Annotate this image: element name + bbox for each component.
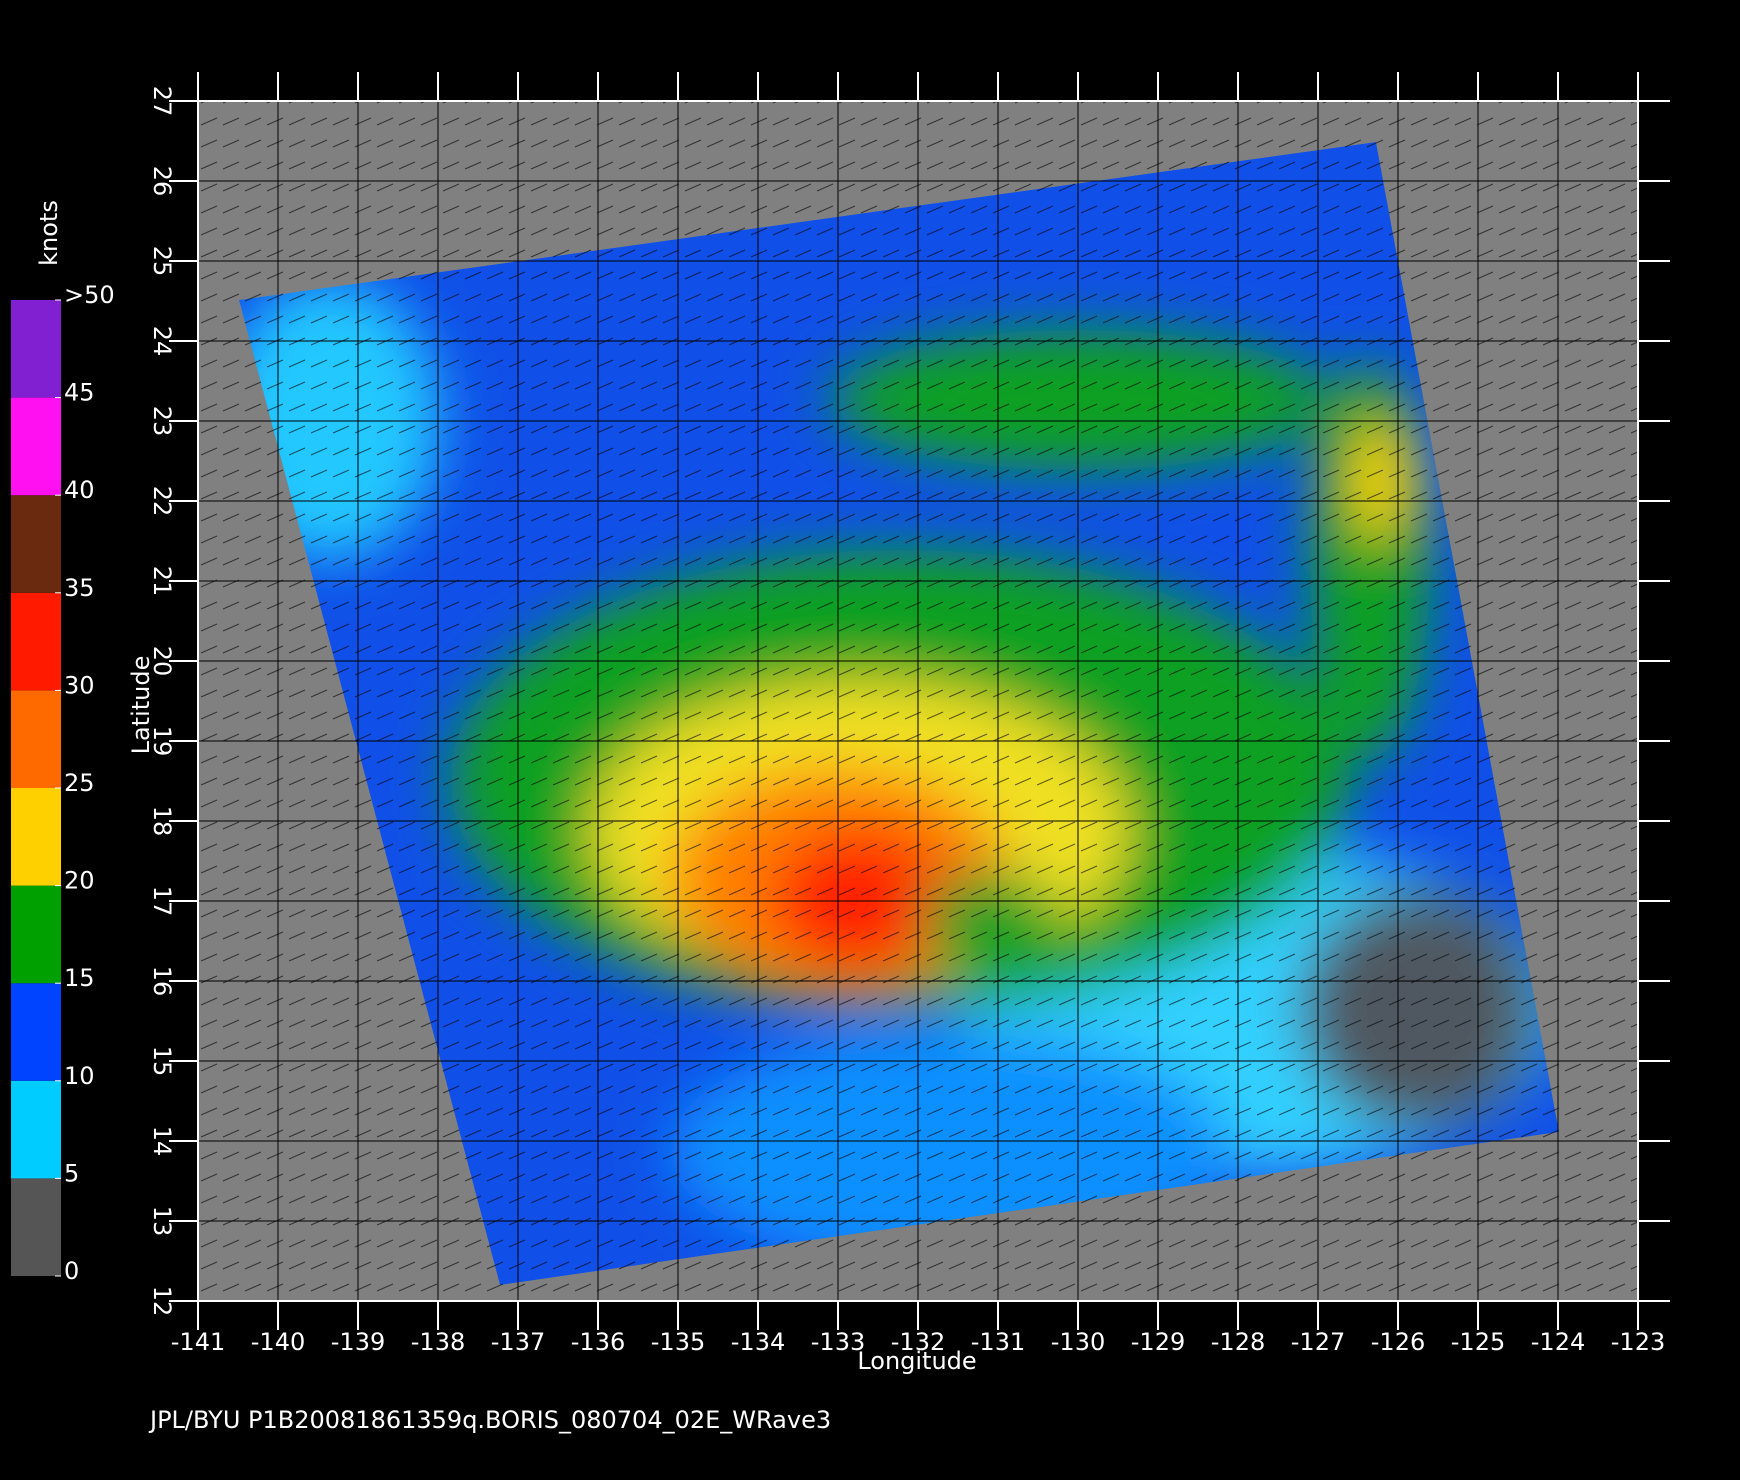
y-tick-label: 18	[148, 806, 176, 837]
y-tick-label: 12	[148, 1286, 176, 1317]
plot-frame	[197, 100, 1639, 1302]
colorbar-tick-label: 15	[64, 964, 95, 992]
x-tick-label: -128	[1211, 1328, 1265, 1356]
x-tick-label: -136	[571, 1328, 625, 1356]
x-tick-label: -138	[411, 1328, 465, 1356]
colorbar-tick-label: 5	[64, 1159, 79, 1187]
colorbar-tick-label: 20	[64, 867, 95, 895]
x-tick-label: -140	[251, 1328, 305, 1356]
y-tick-label: 20	[148, 646, 176, 677]
x-tick-label: -131	[971, 1328, 1025, 1356]
y-tick-label: 25	[148, 246, 176, 277]
colorbar-band	[11, 983, 61, 1081]
x-tick-label: -137	[491, 1328, 545, 1356]
x-tick-label: -123	[1611, 1328, 1665, 1356]
x-tick-label: -124	[1531, 1328, 1585, 1356]
y-tick-label: 15	[148, 1046, 176, 1077]
x-tick-label: -127	[1291, 1328, 1345, 1356]
y-tick-label: 16	[148, 966, 176, 997]
colorbar-band	[11, 690, 61, 788]
y-tick-label: 27	[148, 86, 176, 117]
y-tick-label: 23	[148, 406, 176, 437]
x-tick-label: -134	[731, 1328, 785, 1356]
colorbar-band	[11, 885, 61, 984]
colorbar-band	[11, 592, 61, 691]
x-tick-label: -129	[1131, 1328, 1185, 1356]
x-tick-label: -135	[651, 1328, 705, 1356]
colorbar-tick-label: 25	[64, 769, 95, 797]
y-tick-label: 13	[148, 1206, 176, 1237]
colorbar-label: knots	[35, 200, 63, 266]
colorbar-tick-label: 45	[64, 379, 95, 407]
colorbar-band	[11, 397, 61, 496]
x-tick-label: -133	[811, 1328, 865, 1356]
colorbar-band	[11, 1178, 61, 1276]
x-axis-label: Longitude	[857, 1347, 976, 1375]
colorbar-band	[11, 1080, 61, 1179]
colorbar-tick-label: 10	[64, 1062, 95, 1090]
colorbar-band	[11, 788, 61, 886]
colorbar-band	[11, 300, 61, 398]
colorbar-band	[11, 495, 61, 593]
x-tick-label: -132	[891, 1328, 945, 1356]
x-tick-label: -125	[1451, 1328, 1505, 1356]
x-tick-label: -130	[1051, 1328, 1105, 1356]
x-tick-label: -126	[1371, 1328, 1425, 1356]
y-axis-label: Latitude	[127, 656, 155, 755]
y-tick-label: 24	[148, 326, 176, 357]
y-tick-label: 19	[148, 726, 176, 757]
y-tick-label: 22	[148, 486, 176, 517]
y-tick-label: 17	[148, 886, 176, 917]
colorbar-tick-label: 0	[64, 1257, 79, 1285]
y-tick-label: 14	[148, 1126, 176, 1157]
y-tick-label: 21	[148, 566, 176, 597]
footer: JPL/BYU P1B20081861359q.BORIS_080704_02E…	[148, 1406, 831, 1434]
colorbar-tick-label: 35	[64, 574, 95, 602]
x-tick-label: -141	[171, 1328, 225, 1356]
axes: -141 -140 -139 -138 -137 -136 -135 -134 -133 -132…	[11, 72, 1670, 1356]
colorbar-tick-label: 30	[64, 671, 95, 699]
colorbar-tick-label: 40	[64, 476, 95, 504]
x-tick-label: -139	[331, 1328, 385, 1356]
y-tick-label: 26	[148, 166, 176, 197]
colorbar-tick-label: >50	[64, 281, 115, 309]
